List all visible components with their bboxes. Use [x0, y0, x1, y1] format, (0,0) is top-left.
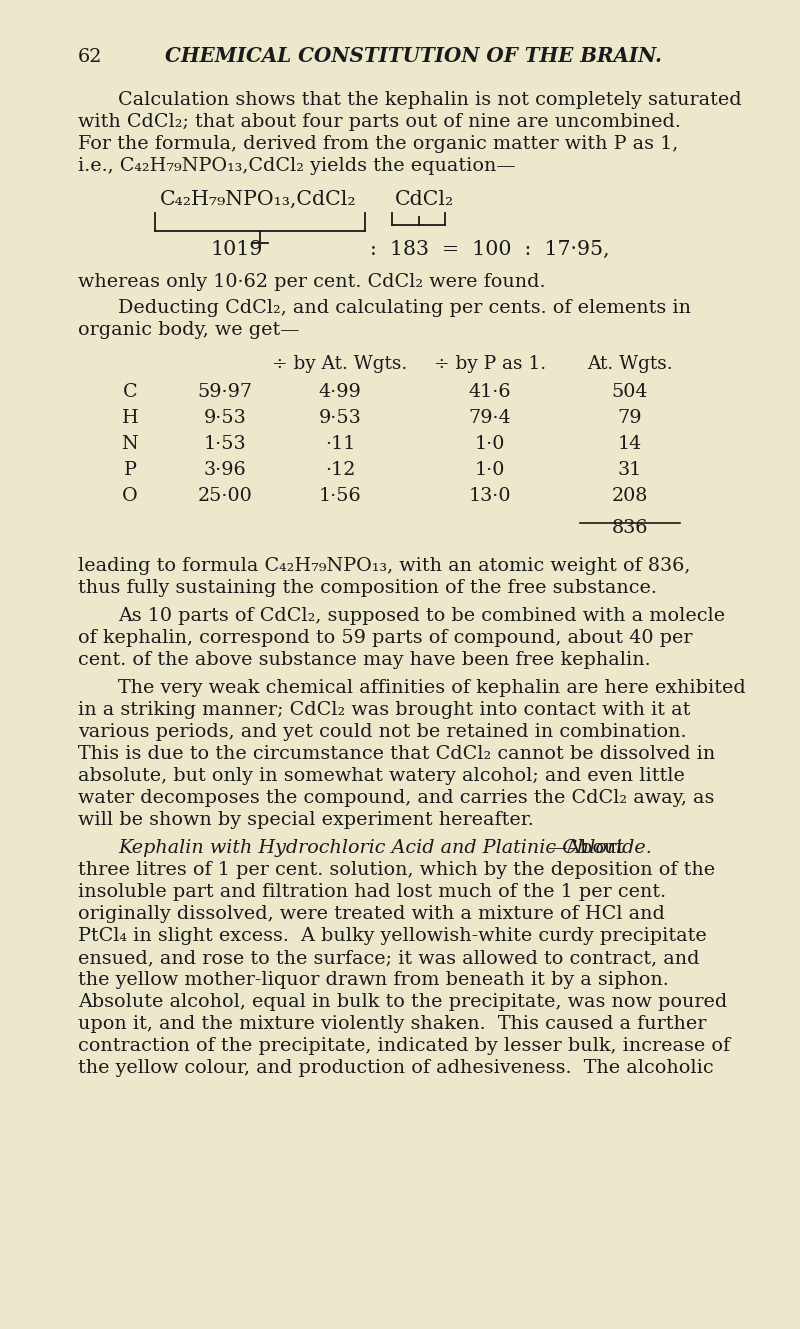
Text: contraction of the precipitate, indicated by lesser bulk, increase of: contraction of the precipitate, indicate… — [78, 1037, 730, 1055]
Text: P: P — [123, 461, 137, 478]
Text: CHEMICAL CONSTITUTION OF THE BRAIN.: CHEMICAL CONSTITUTION OF THE BRAIN. — [165, 47, 662, 66]
Text: upon it, and the mixture violently shaken.  This caused a further: upon it, and the mixture violently shake… — [78, 1015, 706, 1033]
Text: originally dissolved, were treated with a mixture of HCl and: originally dissolved, were treated with … — [78, 905, 665, 924]
Text: N: N — [122, 435, 138, 453]
Text: 1·53: 1·53 — [204, 435, 246, 453]
Text: i.e., C₄₂H₇₉NPO₁₃,CdCl₂ yields the equation—: i.e., C₄₂H₇₉NPO₁₃,CdCl₂ yields the equat… — [78, 157, 516, 175]
Text: H: H — [122, 409, 138, 427]
Text: water decomposes the compound, and carries the CdCl₂ away, as: water decomposes the compound, and carri… — [78, 789, 714, 807]
Text: 836: 836 — [612, 520, 648, 537]
Text: organic body, we get—: organic body, we get— — [78, 322, 299, 339]
Text: ·12: ·12 — [325, 461, 355, 478]
Text: 9·53: 9·53 — [204, 409, 246, 427]
Text: —About: —About — [547, 839, 624, 857]
Text: 79: 79 — [618, 409, 642, 427]
Text: 1019: 1019 — [210, 241, 262, 259]
Text: 9·53: 9·53 — [318, 409, 362, 427]
Text: 25·00: 25·00 — [198, 486, 252, 505]
Text: three litres of 1 per cent. solution, which by the deposition of the: three litres of 1 per cent. solution, wh… — [78, 861, 715, 878]
Text: will be shown by special experiment hereafter.: will be shown by special experiment here… — [78, 811, 534, 829]
Text: in a striking manner; CdCl₂ was brought into contact with it at: in a striking manner; CdCl₂ was brought … — [78, 700, 690, 719]
Text: 62: 62 — [78, 48, 102, 66]
Text: Kephalin with Hydrochloric Acid and Platinic Chloride.: Kephalin with Hydrochloric Acid and Plat… — [118, 839, 652, 857]
Text: thus fully sustaining the composition of the free substance.: thus fully sustaining the composition of… — [78, 579, 657, 597]
Text: 1·56: 1·56 — [318, 486, 362, 505]
Text: Absolute alcohol, equal in bulk to the precipitate, was now poured: Absolute alcohol, equal in bulk to the p… — [78, 993, 727, 1011]
Text: CdCl₂: CdCl₂ — [395, 190, 454, 209]
Text: insoluble part and filtration had lost much of the 1 per cent.: insoluble part and filtration had lost m… — [78, 882, 666, 901]
Text: 1·0: 1·0 — [475, 461, 505, 478]
Text: 504: 504 — [612, 383, 648, 401]
Text: 79·4: 79·4 — [469, 409, 511, 427]
Text: 3·96: 3·96 — [204, 461, 246, 478]
Text: 14: 14 — [618, 435, 642, 453]
Text: 1·0: 1·0 — [475, 435, 505, 453]
Text: 31: 31 — [618, 461, 642, 478]
Text: C₄₂H₇₉NPO₁₃,CdCl₂: C₄₂H₇₉NPO₁₃,CdCl₂ — [160, 190, 357, 209]
Text: 41·6: 41·6 — [469, 383, 511, 401]
Text: ÷ by At. Wgts.: ÷ by At. Wgts. — [272, 355, 408, 373]
Text: As 10 parts of CdCl₂, supposed to be combined with a molecle: As 10 parts of CdCl₂, supposed to be com… — [118, 607, 725, 625]
Text: O: O — [122, 486, 138, 505]
Text: Calculation shows that the kephalin is not completely saturated: Calculation shows that the kephalin is n… — [118, 90, 742, 109]
Text: the yellow mother-liquor drawn from beneath it by a siphon.: the yellow mother-liquor drawn from bene… — [78, 971, 669, 989]
Text: 59·97: 59·97 — [198, 383, 253, 401]
Text: For the formula, derived from the organic matter with P as 1,: For the formula, derived from the organi… — [78, 136, 678, 153]
Text: cent. of the above substance may have been free kephalin.: cent. of the above substance may have be… — [78, 651, 650, 668]
Text: :  183  =  100  :  17·95,: : 183 = 100 : 17·95, — [370, 241, 610, 259]
Text: 4·99: 4·99 — [318, 383, 362, 401]
Text: leading to formula C₄₂H₇₉NPO₁₃, with an atomic weight of 836,: leading to formula C₄₂H₇₉NPO₁₃, with an … — [78, 557, 690, 575]
Text: ensued, and rose to the surface; it was allowed to contract, and: ensued, and rose to the surface; it was … — [78, 949, 699, 968]
Text: PtCl₄ in slight excess.  A bulky yellowish-white curdy precipitate: PtCl₄ in slight excess. A bulky yellowis… — [78, 928, 706, 945]
Text: ·11: ·11 — [325, 435, 355, 453]
Text: absolute, but only in somewhat watery alcohol; and even little: absolute, but only in somewhat watery al… — [78, 767, 685, 785]
Text: 13·0: 13·0 — [469, 486, 511, 505]
Text: various periods, and yet could not be retained in combination.: various periods, and yet could not be re… — [78, 723, 686, 742]
Text: This is due to the circumstance that CdCl₂ cannot be dissolved in: This is due to the circumstance that CdC… — [78, 746, 715, 763]
Text: with CdCl₂; that about four parts out of nine are uncombined.: with CdCl₂; that about four parts out of… — [78, 113, 681, 132]
Text: ÷ by P as 1.: ÷ by P as 1. — [434, 355, 546, 373]
Text: of kephalin, correspond to 59 parts of compound, about 40 per: of kephalin, correspond to 59 parts of c… — [78, 629, 693, 647]
Text: At. Wgts.: At. Wgts. — [587, 355, 673, 373]
Text: the yellow colour, and production of adhesiveness.  The alcoholic: the yellow colour, and production of adh… — [78, 1059, 714, 1076]
Text: 208: 208 — [612, 486, 648, 505]
Text: Deducting CdCl₂, and calculating per cents. of elements in: Deducting CdCl₂, and calculating per cen… — [118, 299, 691, 318]
Text: whereas only 10·62 per cent. CdCl₂ were found.: whereas only 10·62 per cent. CdCl₂ were … — [78, 272, 546, 291]
Text: C: C — [122, 383, 138, 401]
Text: The very weak chemical affinities of kephalin are here exhibited: The very weak chemical affinities of kep… — [118, 679, 746, 696]
